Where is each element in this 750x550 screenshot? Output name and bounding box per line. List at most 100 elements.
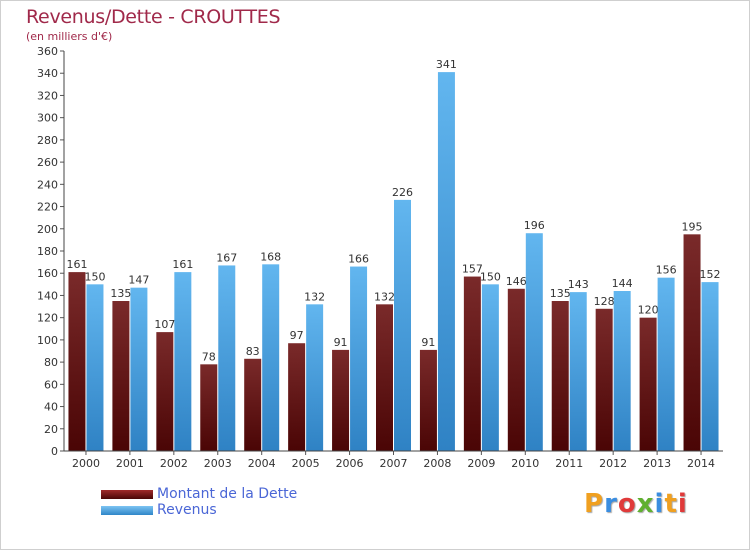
data-label-dette: 157 xyxy=(462,263,483,276)
logo-letter: i xyxy=(654,489,665,519)
bar-dette xyxy=(332,349,350,451)
legend-label-dette: Montant de la Dette xyxy=(157,486,298,502)
x-tick-label: 2011 xyxy=(555,457,583,470)
bar-revenus xyxy=(262,264,280,451)
bar-revenus xyxy=(569,292,587,451)
bar-dette xyxy=(551,301,569,451)
x-tick-label: 2012 xyxy=(599,457,627,470)
data-label-revenus: 150 xyxy=(84,270,105,283)
logo-letter: x xyxy=(636,489,655,519)
data-label-dette: 195 xyxy=(682,220,703,233)
y-tick-label: 260 xyxy=(37,156,58,169)
data-label-dette: 107 xyxy=(154,318,175,331)
y-tick-label: 180 xyxy=(37,245,58,258)
bar-dette xyxy=(507,288,525,451)
data-label-revenus: 150 xyxy=(480,270,501,283)
bar-revenus xyxy=(481,284,499,451)
x-tick-label: 2001 xyxy=(116,457,144,470)
bar-dette xyxy=(112,301,130,451)
legend-label-revenus: Revenus xyxy=(157,502,217,518)
y-tick-label: 360 xyxy=(37,45,58,58)
bar-dette xyxy=(156,332,174,451)
data-label-revenus: 196 xyxy=(524,219,545,232)
bar-dette xyxy=(595,308,613,451)
y-tick-label: 280 xyxy=(37,134,58,147)
data-label-dette: 161 xyxy=(66,258,87,271)
data-label-revenus: 132 xyxy=(304,290,325,303)
y-tick-label: 320 xyxy=(37,89,58,102)
data-label-revenus: 144 xyxy=(612,277,633,290)
data-label-dette: 83 xyxy=(246,345,260,358)
bar-revenus xyxy=(613,291,631,451)
x-tick-label: 2000 xyxy=(72,457,100,470)
bar-revenus xyxy=(657,277,675,451)
bar-dette xyxy=(376,304,393,451)
data-label-dette: 146 xyxy=(506,275,527,288)
y-tick-label: 160 xyxy=(37,267,58,280)
x-tick-label: 2006 xyxy=(336,457,364,470)
bar-revenus xyxy=(174,272,192,451)
data-label-revenus: 226 xyxy=(392,186,413,199)
y-tick-label: 200 xyxy=(37,223,58,236)
y-tick-label: 240 xyxy=(37,178,58,191)
logo-letter: r xyxy=(604,489,618,519)
logo-letter: P xyxy=(584,489,605,519)
bar-revenus xyxy=(437,72,455,451)
data-label-dette: 132 xyxy=(374,290,395,303)
data-label-revenus: 161 xyxy=(172,258,193,271)
data-label-dette: 135 xyxy=(110,287,131,300)
data-label-revenus: 143 xyxy=(568,278,589,291)
x-tick-label: 2003 xyxy=(204,457,232,470)
data-label-revenus: 156 xyxy=(656,264,677,277)
y-tick-label: 20 xyxy=(44,423,58,436)
y-tick-label: 100 xyxy=(37,334,58,347)
bar-revenus xyxy=(130,287,148,451)
bar-dette xyxy=(419,349,437,451)
bar-revenus xyxy=(525,233,543,451)
bar-dette xyxy=(639,317,657,451)
data-label-revenus: 341 xyxy=(436,58,457,71)
data-label-dette: 91 xyxy=(334,336,348,349)
x-tick-label: 2013 xyxy=(643,457,671,470)
data-label-dette: 97 xyxy=(290,329,304,342)
bar-revenus xyxy=(306,304,324,451)
logo-letter: t xyxy=(664,489,678,519)
bar-dette xyxy=(68,272,86,451)
x-tick-label: 2007 xyxy=(380,457,408,470)
x-tick-label: 2014 xyxy=(687,457,715,470)
chart-subtitle: (en milliers d'€) xyxy=(26,30,113,43)
x-tick-label: 2004 xyxy=(248,457,276,470)
bar-revenus xyxy=(86,284,104,451)
y-tick-label: 60 xyxy=(44,378,58,391)
y-tick-label: 220 xyxy=(37,201,58,214)
data-label-revenus: 167 xyxy=(216,251,237,264)
bar-dette xyxy=(244,358,262,451)
data-label-revenus: 152 xyxy=(700,268,721,281)
data-label-dette: 78 xyxy=(202,350,216,363)
data-label-dette: 135 xyxy=(550,287,571,300)
data-label-revenus: 166 xyxy=(348,253,369,266)
data-label-revenus: 168 xyxy=(260,250,281,263)
proxiti-logo: Proxiti xyxy=(584,489,688,519)
y-tick-label: 140 xyxy=(37,289,58,302)
legend-swatch-dette xyxy=(101,490,153,499)
data-label-dette: 128 xyxy=(594,295,615,308)
bar-dette xyxy=(683,234,701,451)
bar-revenus xyxy=(701,282,719,451)
y-tick-label: 340 xyxy=(37,67,58,80)
data-label-dette: 120 xyxy=(638,304,659,317)
y-tick-label: 300 xyxy=(37,112,58,125)
x-tick-label: 2009 xyxy=(467,457,495,470)
logo-letter: i xyxy=(677,489,688,519)
x-tick-label: 2010 xyxy=(511,457,539,470)
x-tick-label: 2008 xyxy=(423,457,451,470)
data-label-dette: 91 xyxy=(421,336,435,349)
legend-swatch-revenus xyxy=(101,506,153,515)
y-tick-label: 120 xyxy=(37,312,58,325)
y-tick-label: 40 xyxy=(44,401,58,414)
y-tick-label: 0 xyxy=(51,445,58,458)
bar-dette xyxy=(463,276,481,451)
bar-revenus xyxy=(350,266,368,451)
